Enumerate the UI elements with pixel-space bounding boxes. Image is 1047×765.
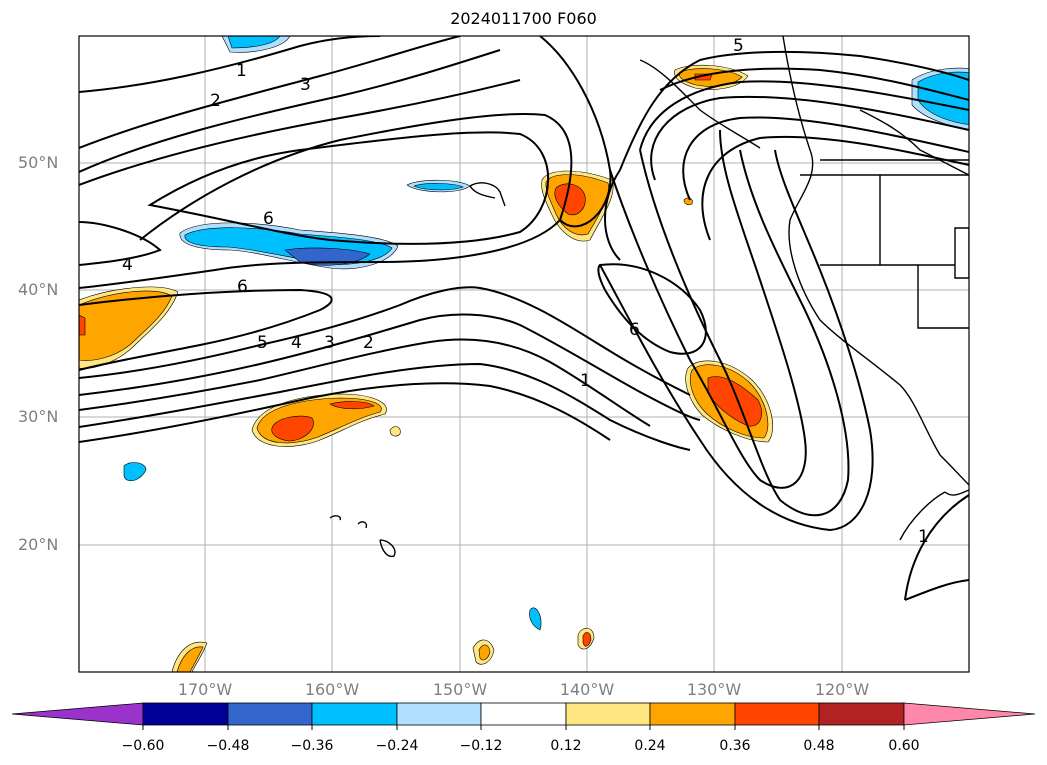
contour-label: 5 <box>733 36 744 56</box>
lat-label: 30°N <box>18 407 59 426</box>
contour-label: 1 <box>918 527 929 547</box>
contour-label: 1 <box>236 61 247 81</box>
lat-label: 20°N <box>18 535 59 554</box>
lat-label: 40°N <box>18 280 59 299</box>
contour-label: 1 <box>580 371 591 391</box>
gridlines <box>79 36 969 672</box>
lon-label: 120°W <box>814 680 870 699</box>
colorbar-tick-label: 0.60 <box>888 738 920 754</box>
colorbar-tick-label: −0.36 <box>290 738 334 754</box>
colorbar-tick-label: 0.48 <box>803 738 835 754</box>
lat-label: 50°N <box>18 153 59 172</box>
colorbar-tick-label: −0.48 <box>206 738 250 754</box>
contour-label: 2 <box>363 333 374 353</box>
coastlines <box>329 36 969 558</box>
contour-label: 5 <box>257 333 268 353</box>
map-title: 2024011700 F060 <box>450 9 597 28</box>
contour-label: 6 <box>629 320 640 340</box>
lon-label: 160°W <box>304 680 360 699</box>
colorbar <box>11 702 1036 730</box>
map-frame <box>78 35 970 673</box>
lon-label: 170°W <box>177 680 233 699</box>
lon-label: 150°W <box>432 680 488 699</box>
contour-label: 4 <box>122 255 133 275</box>
lon-label: 140°W <box>559 680 615 699</box>
colorbar-tick-label: −0.24 <box>375 738 419 754</box>
lon-label: 130°W <box>686 680 742 699</box>
contour-label: 4 <box>291 333 302 353</box>
colorbar-tick-label: 0.12 <box>550 738 582 754</box>
contour-lines <box>79 36 969 601</box>
contour-label: 3 <box>300 75 311 95</box>
colorbar-tick-label: −0.12 <box>459 738 503 754</box>
colorbar-extend-high <box>903 702 1036 726</box>
contour-label: 3 <box>324 333 335 353</box>
colorbar-tick-label: 0.24 <box>634 738 666 754</box>
contour-value-labels: 1 2 3 4 5 6 6 4 6 5 4 3 2 1 6 1 <box>122 36 929 547</box>
colorbar-extend-low <box>11 702 144 726</box>
contour-label: 6 <box>263 209 274 229</box>
colorbar-tick-label: −0.60 <box>121 738 165 754</box>
contour-label: 6 <box>237 277 248 297</box>
shaded-anomalies <box>79 36 969 672</box>
contour-label: 2 <box>210 91 221 111</box>
colorbar-tick-label: 0.36 <box>719 738 751 754</box>
